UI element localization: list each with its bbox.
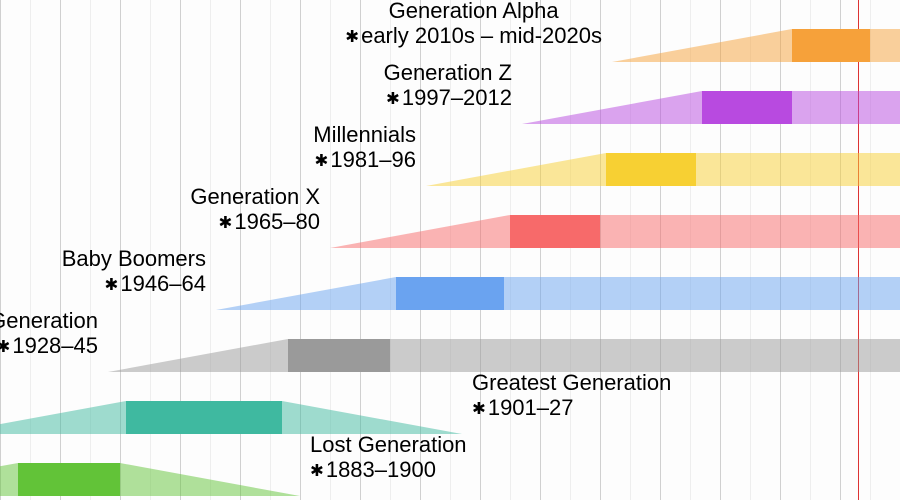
generation-row: Greatest Generation1901–27 [0, 374, 900, 434]
generation-years: 1946–64 [62, 271, 206, 296]
generation-core [18, 463, 120, 496]
generation-label: Generation X1965–80 [190, 184, 320, 235]
generation-core [288, 339, 390, 372]
generation-name: Silent Generation [0, 308, 98, 333]
generation-name: Generation Alpha [345, 0, 602, 23]
generation-ramp-left [108, 339, 288, 372]
generation-years: 1901–27 [472, 395, 671, 420]
generation-ramp-left [330, 215, 510, 248]
generation-label: Generation Z1997–2012 [384, 60, 512, 111]
generation-ramp-right [120, 463, 300, 496]
generation-tail [696, 153, 900, 186]
generation-core [126, 401, 282, 434]
generation-name: Generation Z [384, 60, 512, 85]
generation-core [396, 277, 504, 310]
generation-label: Millennials1981–96 [313, 122, 416, 173]
generation-name: Baby Boomers [62, 246, 206, 271]
generation-label: Lost Generation1883–1900 [310, 432, 467, 483]
generation-core [792, 29, 870, 62]
generation-core [606, 153, 696, 186]
generation-ramp-left [426, 153, 606, 186]
generation-name: Greatest Generation [472, 370, 671, 395]
generation-label: Generation Alphaearly 2010s – mid-2020s [345, 0, 602, 49]
generation-ramp-left [0, 463, 18, 496]
generation-years: 1965–80 [190, 209, 320, 234]
generation-row: Millennials1981–96 [0, 126, 900, 186]
generation-tail [870, 29, 900, 62]
generation-ramp-left [522, 91, 702, 124]
generation-row: Generation Alphaearly 2010s – mid-2020s [0, 2, 900, 62]
generation-tail [504, 277, 900, 310]
generation-row: Silent Generation1928–45 [0, 312, 900, 372]
generation-label: Silent Generation1928–45 [0, 308, 98, 359]
generations-timeline-chart: Generation Alphaearly 2010s – mid-2020sG… [0, 0, 900, 500]
generation-years: early 2010s – mid-2020s [345, 23, 602, 48]
generation-ramp-left [612, 29, 792, 62]
generation-years: 1883–1900 [310, 457, 467, 482]
generation-label: Greatest Generation1901–27 [472, 370, 671, 421]
generation-core [510, 215, 600, 248]
generation-years: 1928–45 [0, 333, 98, 358]
generation-label: Baby Boomers1946–64 [62, 246, 206, 297]
generation-name: Millennials [313, 122, 416, 147]
generation-ramp-left [0, 401, 126, 434]
generation-ramp-right [282, 401, 462, 434]
generation-name: Lost Generation [310, 432, 467, 457]
generation-ramp-left [216, 277, 396, 310]
generation-tail [792, 91, 900, 124]
generation-row: Baby Boomers1946–64 [0, 250, 900, 310]
generation-years: 1997–2012 [384, 85, 512, 110]
generation-row: Generation X1965–80 [0, 188, 900, 248]
generation-name: Generation X [190, 184, 320, 209]
generation-tail [390, 339, 900, 372]
generation-years: 1981–96 [313, 147, 416, 172]
generation-tail [600, 215, 900, 248]
generation-row: Generation Z1997–2012 [0, 64, 900, 124]
generation-core [702, 91, 792, 124]
generation-row: Lost Generation1883–1900 [0, 436, 900, 496]
